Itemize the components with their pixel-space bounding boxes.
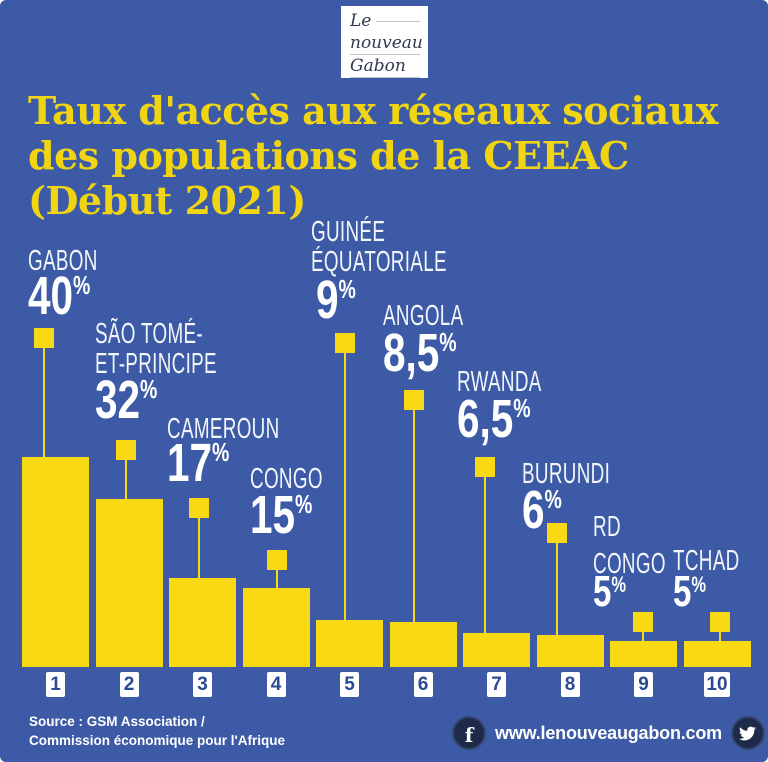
country-bar: [169, 578, 236, 667]
marker-square: [547, 523, 567, 543]
marker-square: [475, 457, 495, 477]
marker-line: [642, 632, 644, 641]
rank-badge: 10: [704, 672, 730, 697]
rank-badge: 3: [193, 672, 212, 697]
country-label: ANGOLA: [383, 300, 464, 332]
marker-square: [267, 550, 287, 570]
facebook-f-glyph: f: [464, 723, 474, 747]
rank-badge: 2: [119, 672, 139, 697]
rank-badge: 4: [266, 672, 286, 697]
marker-square: [710, 612, 730, 632]
marker-line: [43, 348, 45, 457]
country-bar: [22, 457, 89, 667]
country-bar: [389, 622, 457, 667]
marker-line: [413, 410, 415, 622]
country-label: CAMEROUN: [167, 413, 280, 445]
country-bar: [242, 588, 310, 667]
value-label: 15%: [250, 485, 313, 545]
value-label: 5%: [593, 567, 627, 616]
social-bar: f www.lenouveaugabon.com: [452, 716, 765, 750]
country-label: GABON: [28, 245, 98, 277]
country-bar: [95, 499, 163, 667]
marker-line: [484, 477, 486, 633]
marker-square: [404, 390, 424, 410]
value-label: 9%: [316, 270, 356, 330]
marker-line: [276, 570, 278, 588]
country-label: CONGO: [250, 463, 323, 495]
country-bar: [536, 635, 604, 667]
country-label: RD CONGO: [593, 511, 666, 580]
country-label: TCHAD: [673, 545, 740, 577]
country-bar: [463, 633, 530, 667]
country-label: SÃO TOMÉ- ET-PRINCIPE: [95, 318, 217, 380]
logo: Le nouveau Gabon: [341, 6, 428, 78]
rank-badge: 9: [634, 672, 653, 697]
value-label: 17%: [167, 433, 230, 493]
marker-line: [125, 460, 127, 499]
value-label: 5%: [673, 567, 707, 616]
website-link[interactable]: www.lenouveaugabon.com: [495, 722, 722, 743]
marker-square: [34, 328, 54, 348]
country-label: GUINÉE ÉQUATORIALE: [311, 216, 447, 278]
title-line-1: Taux d'accès aux réseaux sociaux: [28, 88, 718, 133]
twitter-bird-glyph: [739, 726, 757, 740]
twitter-icon[interactable]: [730, 716, 765, 750]
rank-badge: 6: [413, 672, 433, 697]
logo-word-nouveau: nouveau: [350, 33, 423, 53]
country-label: BURUNDI: [522, 458, 611, 490]
marker-square: [116, 440, 136, 460]
marker-line: [198, 518, 200, 578]
marker-square: [189, 498, 209, 518]
rank-badge: 1: [46, 672, 65, 697]
country-bar: [610, 641, 677, 667]
value-label: 32%: [95, 370, 158, 430]
logo-word-gabon: Gabon: [350, 56, 406, 76]
facebook-icon[interactable]: f: [452, 716, 486, 750]
country-bar: [683, 641, 751, 667]
rank-badge: 5: [340, 672, 359, 697]
value-label: 40%: [28, 266, 91, 326]
rank-badge: 7: [487, 672, 506, 697]
country-bar: [316, 620, 383, 667]
country-label: RWANDA: [457, 366, 542, 398]
marker-square: [633, 612, 653, 632]
marker-square: [335, 333, 355, 353]
source-line-1: Source : GSM Association /: [29, 714, 205, 729]
source-note: Source : GSM Association / Commission éc…: [29, 712, 285, 750]
source-line-2: Commission économique pour l'Afrique: [29, 733, 285, 748]
title-line-3: (Début 2021): [28, 178, 306, 223]
rank-badge: 8: [560, 672, 580, 697]
value-label: 8,5%: [383, 323, 457, 383]
marker-line: [556, 543, 558, 635]
page-title: Taux d'accès aux réseaux sociaux des pop…: [28, 88, 718, 223]
logo-rule: [376, 21, 420, 22]
logo-word-le: Le: [350, 11, 372, 31]
value-label: 6%: [522, 480, 562, 540]
marker-line: [719, 632, 721, 641]
value-label: 6,5%: [457, 389, 531, 449]
title-line-2: des populations de la CEEAC: [28, 133, 629, 178]
marker-line: [344, 353, 346, 620]
